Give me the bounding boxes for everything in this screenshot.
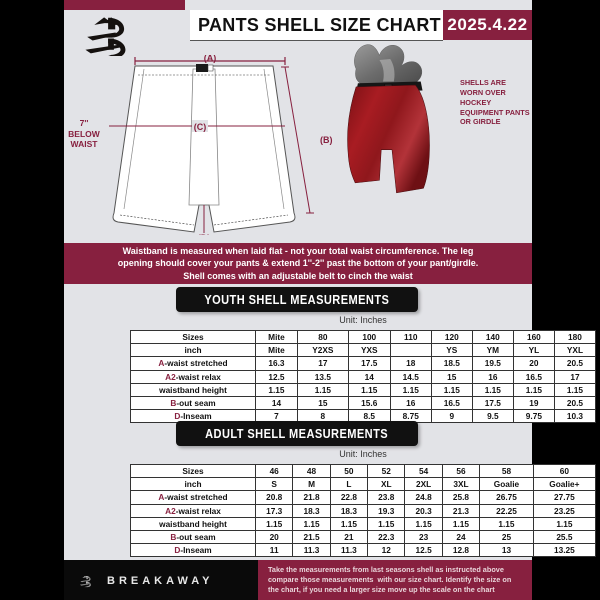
svg-text:(C): (C) [194,122,207,132]
svg-text:(B): (B) [320,135,333,145]
svg-text:(D): (D) [198,233,211,235]
svg-text:(A): (A) [204,55,217,63]
